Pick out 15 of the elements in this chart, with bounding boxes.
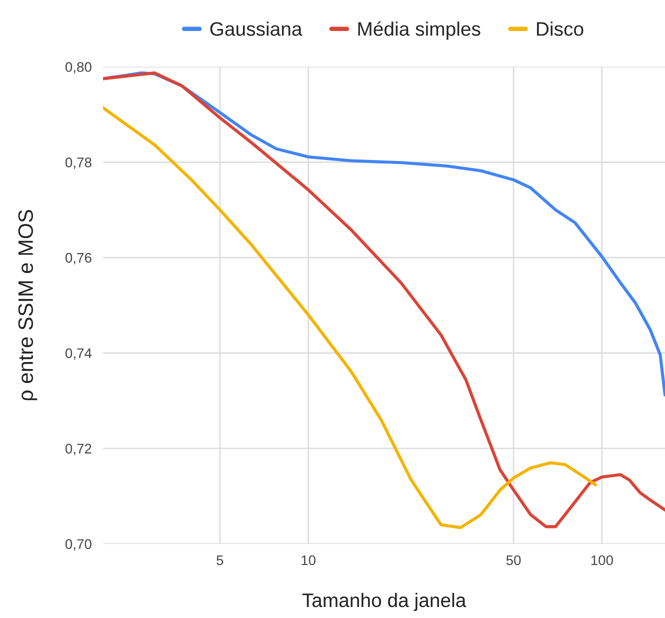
y-tick-label: 0,78 [65,157,92,169]
x-axis-title: Tamanho da janela [302,592,466,612]
legend-label: Disco [537,22,584,36]
x-tick-label: 100 [591,555,613,566]
y-tick-label: 0,76 [65,252,92,264]
y-tick-label: 0,72 [65,444,92,456]
y-tick-label: 0,70 [65,539,92,551]
legend-label: Gaussiana [210,22,302,36]
y-tick-label: 0,80 [65,62,92,74]
x-tick-label: 5 [216,555,224,566]
legend-label: Média simples [358,21,480,40]
x-tick-label: 10 [302,555,316,566]
y-tick-label: 0,74 [65,348,92,360]
y-axis-title: ρ entre SSIM e MOS [18,210,38,400]
x-tick-label: 50 [506,555,521,566]
